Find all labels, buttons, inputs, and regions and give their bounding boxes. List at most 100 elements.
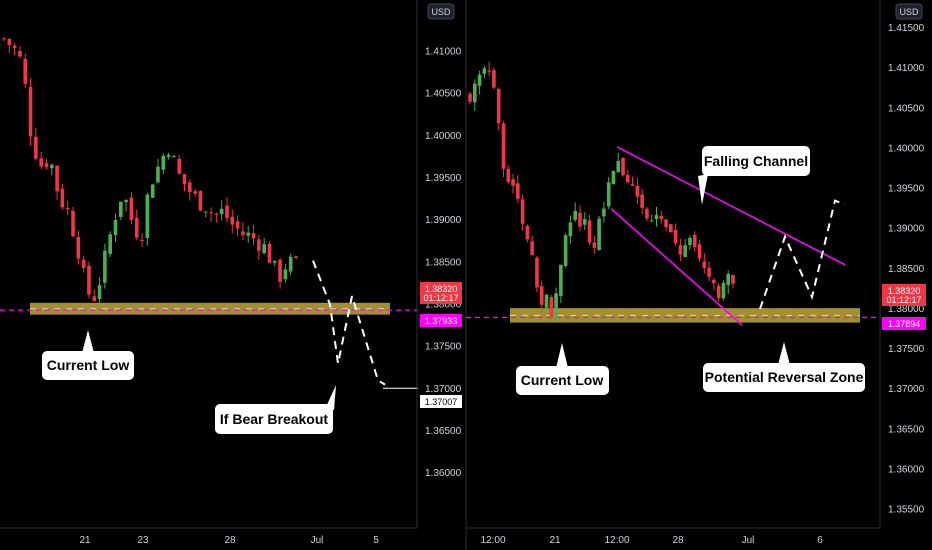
y-tick-label: 1.40000 [425, 131, 462, 142]
candle-body [678, 245, 683, 255]
candle-body [492, 70, 496, 88]
support-level-tag-right: 1.37894 [888, 319, 921, 329]
candle-body [225, 205, 229, 219]
svg-text:Current Low: Current Low [521, 372, 604, 388]
x-tick-label: 28 [672, 535, 684, 546]
candle-body [645, 208, 649, 219]
candle-body [539, 286, 544, 305]
y-tick-label: 1.37000 [888, 384, 925, 395]
candle-body [654, 215, 659, 219]
candle-body [649, 220, 654, 222]
candle-body [55, 165, 59, 192]
candle-body [214, 213, 219, 215]
candle-body [487, 70, 491, 72]
y-tick-label: 1.40500 [425, 89, 462, 100]
candle-body [23, 58, 28, 84]
y-axis-right[interactable]: 1.41500 1.41000 1.40500 1.40000 1.39500 1.390… [888, 23, 925, 515]
candle-body [103, 250, 107, 283]
candle-body [283, 269, 288, 280]
candle-body [81, 259, 86, 269]
candle-body [49, 164, 54, 169]
x-tick-label: 5 [373, 535, 379, 546]
candle-body [626, 175, 630, 183]
last-price-tag-left: 1.38320 01:12:17 [420, 282, 462, 304]
projection-path-right [759, 199, 846, 310]
target-level-tag: 1.37007 [425, 397, 458, 407]
y-tick-label: 1.37500 [425, 342, 462, 353]
svg-text:Current Low: Current Low [47, 357, 130, 373]
y-tick-label: 1.41000 [425, 46, 462, 57]
candle-body [172, 156, 176, 158]
currency-badge-right[interactable]: USD [899, 7, 919, 17]
last-price-right: 1.38320 [888, 286, 921, 296]
candle-body [563, 235, 568, 267]
callout-current-low-right: Current Low [516, 343, 609, 395]
right-chart[interactable]: 1.41500 1.41000 1.40500 1.40000 1.39500 1.390… [466, 0, 926, 546]
candle-body [520, 199, 525, 224]
candle-body [688, 237, 692, 246]
candle-body [262, 244, 266, 254]
y-axis-left[interactable]: 1.41000 1.40500 1.40000 1.39500 1.39000 1.385… [425, 46, 462, 479]
candle-body [28, 86, 33, 137]
callout-falling-channel: Falling Channel [698, 146, 810, 205]
candle-body [587, 220, 592, 243]
left-chart[interactable]: 1.41000 1.40500 1.40000 1.39500 1.39000 1.385… [0, 0, 462, 546]
candle-body [726, 273, 731, 286]
y-tick-label: 1.37500 [888, 344, 925, 355]
candle-body [2, 38, 6, 40]
candle-body [145, 194, 150, 238]
y-tick-label: 1.40500 [888, 103, 925, 114]
y-tick-label: 1.39000 [425, 215, 462, 226]
candle-body [530, 241, 534, 255]
y-tick-label: 1.37000 [425, 384, 462, 395]
candle-body [209, 212, 213, 214]
candle-body [559, 264, 563, 297]
svg-text:Potential Reversal Zone: Potential Reversal Zone [705, 369, 864, 385]
candle-body [203, 211, 208, 213]
candle-body [119, 201, 123, 217]
candle-body [544, 294, 549, 308]
candle-body [630, 184, 635, 186]
x-tick-label: Jul [311, 535, 324, 546]
candle-body [511, 179, 515, 186]
candle-body [92, 296, 97, 301]
candle-body [621, 158, 625, 176]
candle-body [257, 239, 261, 251]
candle-body [692, 234, 697, 248]
candle-body [161, 155, 166, 170]
x-tick-label: 21 [549, 535, 561, 546]
x-axis-left[interactable]: 21 23 28 Jul 5 [79, 535, 379, 546]
y-tick-label: 1.39000 [888, 224, 925, 235]
candle-body [134, 218, 139, 238]
candle-body [616, 161, 621, 173]
candle-body [712, 279, 716, 284]
candle-body [525, 226, 530, 240]
candle-body [602, 208, 606, 217]
candle-body [113, 219, 118, 235]
candle-body [267, 243, 272, 263]
candle-body [34, 136, 38, 159]
candle-body [702, 261, 707, 268]
y-tick-label: 1.39500 [425, 173, 462, 184]
candle-body [235, 221, 240, 229]
y-tick-label: 1.40000 [888, 143, 925, 154]
candle-body [659, 216, 664, 219]
candle-body [140, 239, 144, 241]
candle-body [506, 168, 511, 182]
currency-badge-left[interactable]: USD [431, 7, 451, 17]
candle-body [731, 274, 735, 284]
support-zone-right [510, 308, 860, 323]
svg-text:If Bear Breakout: If Bear Breakout [220, 411, 328, 427]
candle-body [568, 222, 573, 237]
y-tick-label: 1.36500 [425, 426, 462, 437]
candle-body [76, 236, 81, 259]
channel-lower-line[interactable] [610, 208, 743, 326]
channel-upper-line[interactable] [616, 146, 846, 266]
candle-body [597, 218, 601, 250]
candle-body [468, 93, 472, 102]
candle-body [177, 158, 181, 174]
x-axis-right[interactable]: 12:00 21 12:00 28 Jul 6 [480, 535, 823, 546]
last-price-left: 1.38320 [425, 284, 458, 294]
candle-body [65, 207, 70, 210]
